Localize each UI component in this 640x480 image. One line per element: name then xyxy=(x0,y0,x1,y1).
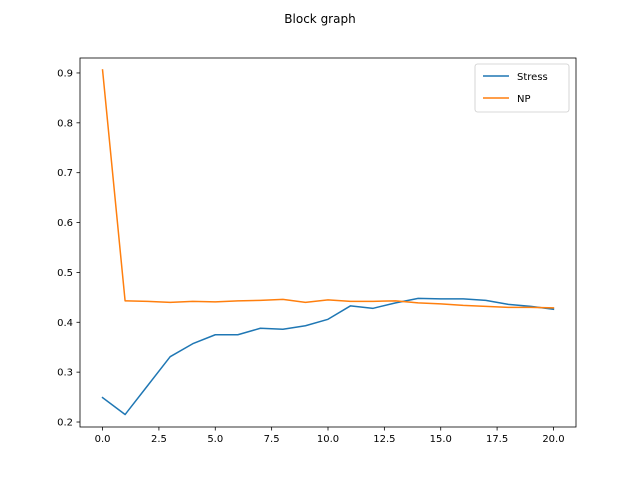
x-tick-label: 5.0 xyxy=(207,434,223,445)
y-tick-label: 0.6 xyxy=(57,218,73,229)
x-tick-label: 10.0 xyxy=(317,434,339,445)
y-tick-label: 0.4 xyxy=(57,318,73,329)
chart-title: Block graph xyxy=(284,12,355,26)
y-tick-label: 0.3 xyxy=(57,368,73,379)
x-tick-label: 2.5 xyxy=(151,434,167,445)
x-tick-label: 15.0 xyxy=(430,434,452,445)
series-line-stress xyxy=(101,297,555,416)
x-tick-label: 12.5 xyxy=(373,434,395,445)
x-tick-label: 20.0 xyxy=(542,434,564,445)
x-axis: 0.0 2.5 5.0 7.5 10.0 12.5 15.0 17.5 20.0 xyxy=(95,427,565,445)
legend-label-np: NP xyxy=(517,94,531,105)
x-tick-label: 17.5 xyxy=(486,434,508,445)
y-tick-label: 0.5 xyxy=(57,268,73,279)
y-tick-label: 0.2 xyxy=(57,418,73,429)
x-tick-label: 0.0 xyxy=(95,434,111,445)
legend: Stress NP xyxy=(474,63,570,113)
x-tick-label: 7.5 xyxy=(264,434,280,445)
y-tick-label: 0.9 xyxy=(57,68,73,79)
legend-label-stress: Stress xyxy=(517,72,548,83)
y-tick-label: 0.7 xyxy=(57,168,73,179)
series-layer xyxy=(101,69,555,416)
series-line-np xyxy=(101,69,555,309)
y-tick-label: 0.8 xyxy=(57,118,73,129)
y-axis: 0.2 0.3 0.4 0.5 0.6 0.7 0.8 0.9 xyxy=(57,68,80,429)
